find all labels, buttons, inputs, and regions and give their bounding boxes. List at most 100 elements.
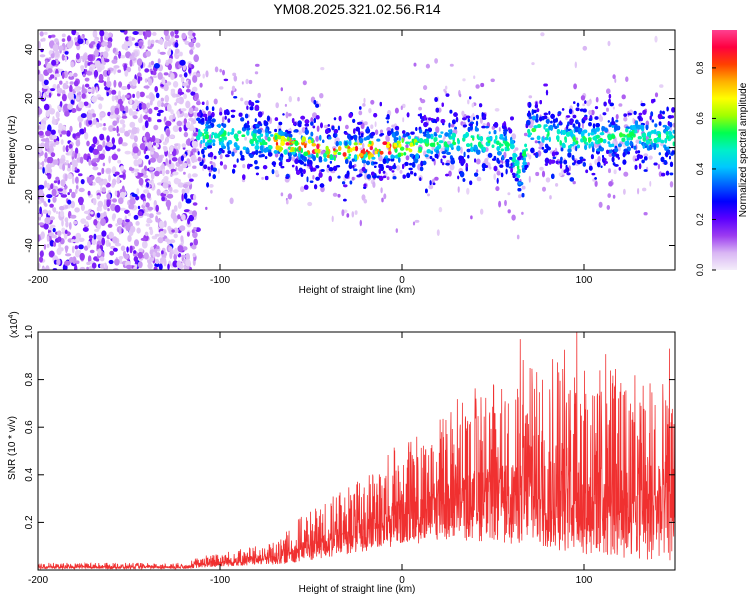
spectrogram-cell <box>348 140 352 146</box>
spectrogram-cell <box>274 134 278 140</box>
spectrogram-cell <box>116 125 119 134</box>
spectrogram-cell <box>174 34 180 39</box>
spectrogram-cell <box>195 42 201 48</box>
spectrogram-cell <box>499 164 504 168</box>
spectrogram-cell <box>653 138 658 143</box>
spectrogram-cell <box>509 156 513 160</box>
spectrogram-cell <box>67 163 71 169</box>
spectrogram-cell <box>405 132 409 137</box>
spectrogram-cell <box>112 127 117 131</box>
spectrogram-cell <box>99 112 105 117</box>
spectrogram-cell <box>64 110 70 117</box>
spectrogram-cell <box>177 165 184 172</box>
spectrogram-cell <box>156 245 160 250</box>
spectrogram-cell <box>623 116 628 122</box>
spectrogram-cell <box>559 120 562 125</box>
spectrogram-cell <box>484 158 489 164</box>
spectrogram-cell <box>602 112 607 116</box>
spectrogram-cell <box>43 223 49 230</box>
spectrogram-cell <box>402 174 406 179</box>
spectrogram-cell <box>444 132 449 137</box>
spectrogram-cell <box>567 148 572 153</box>
spectrogram-cell <box>431 146 435 151</box>
spectrogram-cell <box>101 237 106 246</box>
spectrogram-cell <box>48 92 52 98</box>
spectrogram-cell <box>612 194 616 199</box>
spectrogram-cell <box>75 188 78 194</box>
spectrogram-cell <box>638 154 643 159</box>
spectrogram-cell <box>559 140 562 146</box>
colorbar-tick-label: 0.2 <box>695 213 705 226</box>
spectrogram-cell <box>182 183 189 189</box>
spectrogram-cell <box>52 135 58 140</box>
spectrogram-cell <box>329 154 334 160</box>
spectrogram-cell <box>102 127 107 131</box>
spectrogram-cell <box>160 133 165 141</box>
spectrogram-cell <box>634 130 638 134</box>
spectrogram-cell <box>160 102 165 108</box>
spectrogram-cell <box>127 235 132 242</box>
spectrogram-cell <box>496 170 501 176</box>
spectrogram-cell <box>102 41 108 47</box>
spectrogram-cell <box>146 192 151 199</box>
spectrogram-cell <box>77 152 81 158</box>
spectrogram-cell <box>187 137 191 146</box>
spectrogram-cell <box>136 227 141 234</box>
spectrogram-cell <box>185 88 191 93</box>
spectrogram-cell <box>617 156 620 160</box>
spectrogram-cell <box>534 140 538 144</box>
spectrogram-cell <box>482 146 486 153</box>
spectrogram-cell <box>163 258 167 267</box>
spectrogram-cell <box>535 101 538 106</box>
spectrogram-cell <box>516 174 521 178</box>
spectrogram-cell <box>572 123 576 128</box>
spectrogram-cell <box>425 138 430 144</box>
spectrogram-cell <box>363 137 368 141</box>
spectrogram-cell <box>245 113 249 119</box>
spectrogram-cell <box>143 136 147 141</box>
spectrogram-cell <box>582 116 588 121</box>
spectrogram-cell <box>38 41 41 49</box>
spectrogram-cell <box>410 170 414 175</box>
spectrogram-cell <box>93 69 99 78</box>
colorbar-ticks: 0.00.20.40.60.8 <box>695 62 716 276</box>
spectrogram-cell <box>402 103 406 109</box>
spectrogram-cell <box>107 111 111 117</box>
snr-y-tick-label: 1.0 <box>24 325 35 339</box>
spectrogram-cell <box>398 157 401 163</box>
spectrogram-cell <box>57 236 62 243</box>
spectrogram-cell <box>315 135 319 142</box>
spectrogram-cell <box>187 173 192 179</box>
spectrogram-cell <box>300 186 305 193</box>
spectrogram-cell <box>307 139 312 144</box>
spectrogram-cell <box>594 106 599 110</box>
spectrogram-cell <box>566 124 569 130</box>
spectrogram-cell <box>511 172 516 176</box>
spectrogram-cell <box>114 190 118 197</box>
spectrogram-cell <box>43 79 49 86</box>
spectrogram-cell <box>91 95 97 103</box>
spectrogram-cell <box>43 180 48 188</box>
spectrogram-cell <box>580 138 584 143</box>
spectrogram-cell <box>473 75 476 79</box>
spectrogram-cell <box>569 118 574 123</box>
spectrogram-cell <box>188 79 191 86</box>
spectrogram-cell <box>157 49 161 54</box>
spectrogram-cell <box>296 170 301 175</box>
spectrogram-cell <box>588 118 593 121</box>
spectrogram-cell <box>71 159 76 166</box>
spectrogram-cell <box>157 100 162 108</box>
spectrogram-cell <box>44 152 48 159</box>
spectrogram-cell <box>575 146 578 152</box>
spectrogram-cell <box>181 214 186 221</box>
spectrogram-cell <box>391 170 395 173</box>
spectrogram-cell <box>122 123 126 128</box>
spectrogram-cell <box>203 147 207 150</box>
spectrogram-cell <box>537 140 541 144</box>
spectrogram-cell <box>347 156 351 160</box>
spectrogram-cell <box>627 112 632 116</box>
spectrogram-cell <box>298 146 302 151</box>
spectrogram-cell <box>106 199 111 208</box>
spectrogram-cell <box>669 181 674 188</box>
spectrogram-cell <box>481 125 486 129</box>
